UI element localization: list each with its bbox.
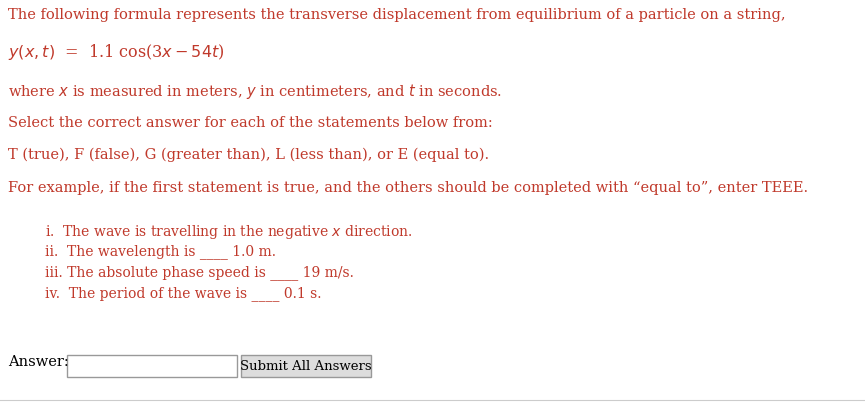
Bar bbox=[67, 355, 237, 377]
Text: Answer:: Answer: bbox=[8, 355, 68, 369]
Text: where $\mathit{x}$ is measured in meters, $\mathit{y}$ in centimeters, and $\mat: where $\mathit{x}$ is measured in meters… bbox=[8, 82, 502, 101]
Text: iii. The absolute phase speed is ____ 19 m/s.: iii. The absolute phase speed is ____ 19… bbox=[45, 265, 354, 280]
Text: Select the correct answer for each of the statements below from:: Select the correct answer for each of th… bbox=[8, 116, 493, 130]
Text: For example, if the first statement is true, and the others should be completed : For example, if the first statement is t… bbox=[8, 181, 808, 195]
Text: iv.  The period of the wave is ____ 0.1 s.: iv. The period of the wave is ____ 0.1 s… bbox=[45, 286, 322, 301]
Text: Submit All Answers: Submit All Answers bbox=[240, 359, 372, 372]
Text: The following formula represents the transverse displacement from equilibrium of: The following formula represents the tra… bbox=[8, 8, 785, 22]
Text: T (true), F (false), G (greater than), L (less than), or E (equal to).: T (true), F (false), G (greater than), L… bbox=[8, 148, 489, 162]
Text: ii.  The wavelength is ____ 1.0 m.: ii. The wavelength is ____ 1.0 m. bbox=[45, 244, 276, 259]
Bar bbox=[241, 355, 371, 377]
Text: i.  The wave is travelling in the negative $\mathit{x}$ direction.: i. The wave is travelling in the negativ… bbox=[45, 223, 413, 241]
Text: $\mathit{y}(\mathit{x},\mathit{t})$  =  1.1 cos(3$\mathit{x}-54\mathit{t}$): $\mathit{y}(\mathit{x},\mathit{t})$ = 1.… bbox=[8, 42, 225, 62]
